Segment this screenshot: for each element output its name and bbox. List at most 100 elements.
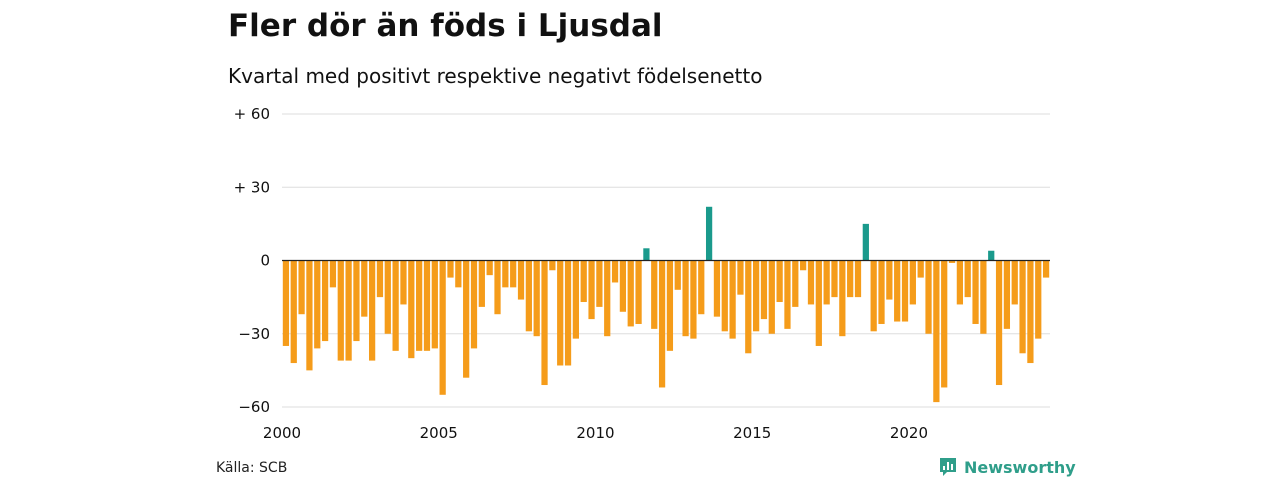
bar <box>392 260 399 351</box>
bar <box>878 260 885 324</box>
bar <box>862 223 869 261</box>
brand-name: Newsworthy <box>964 457 1076 477</box>
bar <box>611 260 619 283</box>
bar <box>321 260 329 342</box>
bar <box>337 260 344 361</box>
bar <box>831 260 838 298</box>
bar <box>455 260 462 288</box>
bar <box>282 260 290 346</box>
bar <box>541 260 548 386</box>
bar <box>1003 260 1011 329</box>
bar <box>627 260 634 327</box>
y-tick-label: + 60 <box>234 105 270 123</box>
bar <box>596 260 603 307</box>
bar <box>643 248 650 261</box>
bar <box>698 260 705 315</box>
bar <box>800 260 807 271</box>
bar <box>925 260 932 334</box>
bar <box>572 260 579 339</box>
bar <box>651 260 658 329</box>
bar <box>478 260 485 307</box>
bar <box>737 260 744 295</box>
bar <box>439 260 446 395</box>
bar <box>1027 260 1034 364</box>
bar <box>470 260 478 349</box>
bar <box>948 260 956 263</box>
bar <box>956 260 963 305</box>
x-tick-label: 2005 <box>420 424 458 442</box>
bar <box>705 206 713 261</box>
bar <box>988 250 995 261</box>
bar <box>408 260 415 359</box>
bar <box>290 260 297 364</box>
bar <box>533 260 540 337</box>
bar <box>894 260 901 322</box>
brand-logo: Newsworthy <box>938 455 1076 479</box>
bar <box>941 260 948 388</box>
bar <box>298 260 305 315</box>
bar <box>690 260 697 339</box>
bar <box>839 260 846 337</box>
newsworthy-logo-icon <box>940 458 956 476</box>
bar <box>682 260 689 337</box>
bar <box>549 260 556 271</box>
bar <box>486 260 493 276</box>
chart-title: Fler dör än föds i Ljusdal <box>228 8 663 44</box>
bar <box>807 260 815 305</box>
bar <box>760 260 768 320</box>
bar <box>314 260 321 349</box>
bar <box>1011 260 1018 305</box>
bar <box>361 260 368 317</box>
bar <box>564 260 572 366</box>
bar <box>447 260 454 278</box>
bar <box>384 260 391 334</box>
bar <box>494 260 501 315</box>
bar <box>729 260 736 339</box>
bar <box>400 260 407 305</box>
bar <box>525 260 532 332</box>
bar <box>995 260 1003 386</box>
bar <box>329 260 337 288</box>
x-tick-label: 2015 <box>733 424 771 442</box>
bar <box>721 260 728 332</box>
bar <box>1035 260 1042 339</box>
bar <box>823 260 830 305</box>
y-tick-label: −60 <box>238 398 270 416</box>
bar <box>502 260 509 288</box>
bar <box>901 260 909 322</box>
bar <box>847 260 854 298</box>
bar <box>870 260 877 332</box>
bar <box>416 260 423 351</box>
bar <box>619 260 627 312</box>
x-tick-label: 2010 <box>576 424 614 442</box>
bar <box>658 260 666 388</box>
bar <box>369 260 376 361</box>
bar <box>784 260 791 329</box>
bar <box>580 260 587 303</box>
chart-subtitle: Kvartal med positivt respektive negativt… <box>228 64 763 88</box>
x-tick-label: 2020 <box>890 424 928 442</box>
bar <box>1019 260 1026 354</box>
bar <box>768 260 775 334</box>
bar <box>635 260 642 324</box>
y-tick-label: 0 <box>260 252 270 270</box>
bar <box>604 260 611 337</box>
bar <box>463 260 470 378</box>
bar <box>557 260 564 366</box>
bar <box>776 260 783 303</box>
bars <box>282 206 1050 403</box>
bar <box>854 260 862 298</box>
bar <box>972 260 979 324</box>
bar <box>353 260 360 342</box>
bar <box>933 260 940 403</box>
source-note: Källa: SCB <box>216 460 288 476</box>
bar <box>753 260 760 332</box>
bar <box>964 260 971 298</box>
bar <box>517 260 525 300</box>
y-tick-label: −30 <box>238 325 270 343</box>
bar <box>792 260 799 307</box>
bar <box>886 260 893 300</box>
bar <box>345 260 352 361</box>
bar <box>815 260 822 346</box>
